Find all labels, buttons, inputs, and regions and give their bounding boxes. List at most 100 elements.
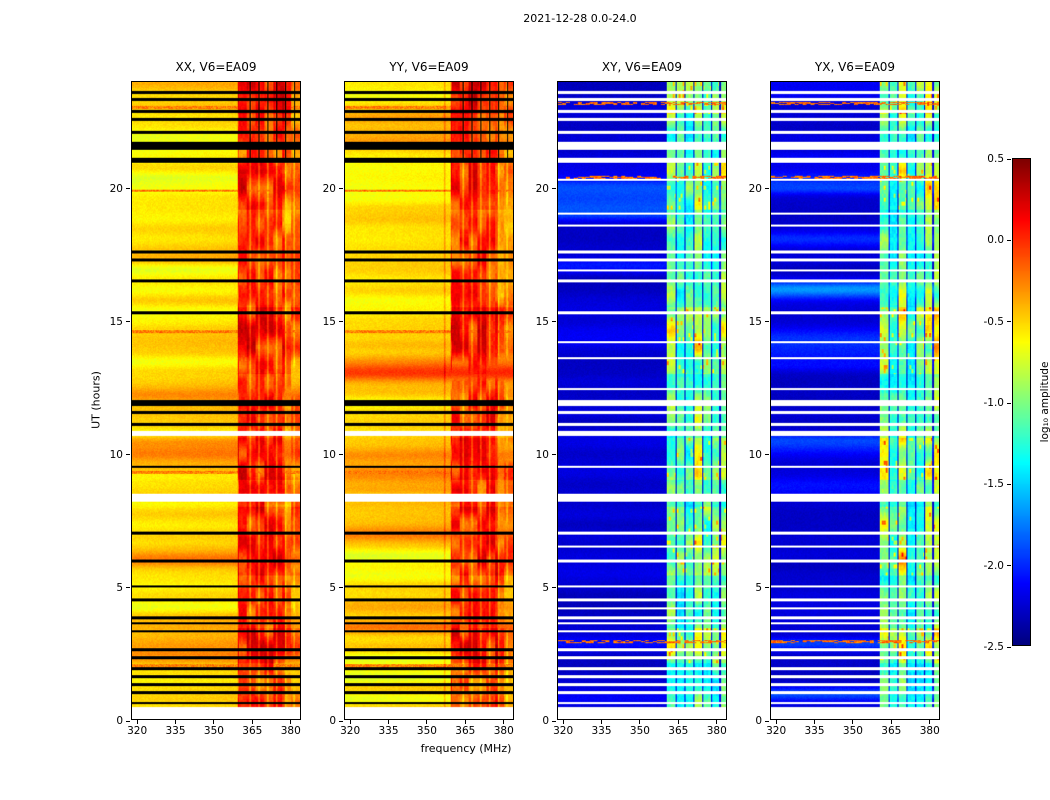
- y-tick: [765, 720, 769, 722]
- x-tick-label: 335: [804, 725, 825, 737]
- panel-xy: XY, V6=EA09 320 335 350 365 380 0 5 10 15 20: [536, 60, 727, 737]
- x-tick-label: 380: [493, 725, 514, 737]
- y-tick: [126, 321, 130, 323]
- y-tick: [552, 321, 556, 323]
- y-tick: [765, 454, 769, 456]
- x-tick: [890, 720, 892, 724]
- panel-yx: YX, V6=EA09 320 335 350 365 380 0 5 10 15 20: [749, 60, 940, 737]
- colorbar-tick-label: -1.5: [983, 478, 1005, 491]
- colorbar-tick: [1007, 321, 1011, 323]
- panel-xx: XX, V6=EA09 320 335 350 365 380 0 5 10 15 20: [110, 60, 301, 737]
- x-tick: [639, 720, 641, 724]
- y-tick-label: 5: [329, 581, 336, 594]
- y-tick-label: 5: [116, 581, 123, 594]
- x-tick-label: 335: [378, 725, 399, 737]
- y-tick-label: 5: [542, 581, 549, 594]
- colorbar-tick-label: -0.5: [983, 315, 1005, 328]
- x-tick: [814, 720, 816, 724]
- x-tick-label: 350: [629, 725, 650, 737]
- y-tick: [339, 587, 343, 589]
- y-tick-label: 15: [748, 315, 762, 328]
- x-tick-label: 365: [668, 725, 689, 737]
- x-tick: [251, 720, 253, 724]
- panel-yy: YY, V6=EA09 320 335 350 365 380 0 5 10 15 20: [323, 60, 514, 737]
- x-tick: [290, 720, 292, 724]
- colorbar-tick-label: 0.0: [987, 234, 1004, 247]
- y-tick: [339, 321, 343, 323]
- x-tick: [213, 720, 215, 724]
- heatmap-xy: [558, 82, 726, 719]
- colorbar-tick-label: 0.5: [987, 153, 1004, 165]
- x-tick: [852, 720, 854, 724]
- colorbar-tick: [1007, 402, 1011, 404]
- figure-title: 2021-12-28 0.0-24.0: [523, 12, 637, 25]
- colorbar-tick: [1007, 565, 1011, 567]
- y-tick-label: 20: [748, 182, 762, 195]
- x-tick-label: 320: [766, 725, 787, 737]
- x-tick: [388, 720, 390, 724]
- colorbar-tick: [1007, 239, 1011, 241]
- y-tick-label: 15: [535, 315, 549, 328]
- x-tick-label: 365: [881, 725, 902, 737]
- x-tick-label: 380: [280, 725, 301, 737]
- colorbar-gradient: [1013, 159, 1030, 645]
- x-tick-label: 335: [165, 725, 186, 737]
- y-tick-label: 10: [322, 448, 336, 461]
- x-tick-label: 380: [919, 725, 940, 737]
- y-tick-label: 20: [322, 182, 336, 195]
- x-tick-label: 365: [455, 725, 476, 737]
- y-tick: [126, 188, 130, 189]
- x-tick: [464, 720, 466, 724]
- panel-title-xx: XX, V6=EA09: [175, 60, 257, 74]
- y-tick: [126, 720, 130, 722]
- x-tick: [426, 720, 428, 724]
- y-tick-label: 20: [109, 182, 123, 195]
- y-tick: [339, 188, 343, 189]
- colorbar-tick-label: -2.0: [983, 559, 1005, 572]
- x-tick-label: 350: [842, 725, 863, 737]
- y-tick: [765, 321, 769, 323]
- x-tick-label: 365: [242, 725, 263, 737]
- x-tick: [503, 720, 505, 724]
- y-tick-label: 15: [109, 315, 123, 328]
- colorbar-tick: [1007, 483, 1011, 485]
- y-tick: [552, 587, 556, 589]
- y-tick-label: 0: [755, 715, 762, 727]
- y-tick-label: 10: [748, 448, 762, 461]
- y-tick-label: 0: [116, 715, 123, 727]
- y-tick: [339, 720, 343, 722]
- colorbar-tick-label: -2.5: [983, 641, 1005, 653]
- x-tick: [136, 720, 138, 724]
- y-tick: [552, 454, 556, 456]
- x-tick: [175, 720, 177, 724]
- colorbar: 0.5 0.0 -0.5 -1.0 -1.5 -2.0 -2.5: [984, 153, 1031, 653]
- y-tick: [339, 454, 343, 456]
- y-tick-label: 15: [322, 315, 336, 328]
- colorbar-label: log₁₀ amplitude: [1039, 361, 1050, 443]
- x-tick-label: 335: [591, 725, 612, 737]
- x-tick-label: 350: [416, 725, 437, 737]
- x-tick: [349, 720, 351, 724]
- y-tick: [552, 188, 556, 189]
- x-tick-label: 350: [203, 725, 224, 737]
- y-tick: [765, 188, 769, 189]
- colorbar-tick-label: -1.0: [983, 397, 1005, 409]
- y-tick: [126, 454, 130, 456]
- heatmap-yx: [771, 82, 939, 719]
- x-tick-label: 380: [706, 725, 727, 737]
- y-tick: [552, 720, 556, 722]
- x-tick-label: 320: [340, 725, 361, 737]
- y-tick-label: 10: [535, 448, 549, 461]
- x-tick-label: 320: [553, 725, 574, 737]
- x-tick: [601, 720, 603, 724]
- x-tick: [775, 720, 777, 724]
- panel-title-yy: YY, V6=EA09: [389, 60, 469, 74]
- y-tick-label: 10: [109, 448, 123, 461]
- y-tick-label: 0: [329, 715, 336, 727]
- x-tick: [929, 720, 931, 724]
- panel-title-xy: XY, V6=EA09: [601, 60, 683, 74]
- x-tick-label: 320: [127, 725, 148, 737]
- y-tick-label: 0: [542, 715, 549, 727]
- y-axis-label: UT (hours): [89, 371, 103, 429]
